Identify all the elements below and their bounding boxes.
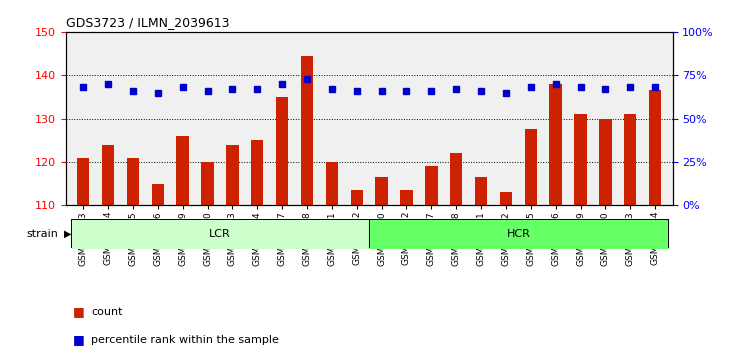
Text: GDS3723 / ILMN_2039613: GDS3723 / ILMN_2039613: [66, 16, 230, 29]
Bar: [176, 136, 189, 205]
Text: ■: ■: [73, 333, 85, 346]
Text: LCR: LCR: [209, 229, 231, 239]
Text: count: count: [91, 307, 123, 316]
Bar: [500, 192, 512, 205]
Bar: [450, 153, 463, 205]
Bar: [550, 84, 562, 205]
Bar: [649, 90, 662, 205]
Bar: [425, 166, 438, 205]
Bar: [126, 158, 139, 205]
Bar: [475, 177, 488, 205]
Bar: [376, 177, 388, 205]
Bar: [350, 190, 363, 205]
Bar: [401, 190, 413, 205]
Text: ■: ■: [73, 305, 85, 318]
Bar: [300, 56, 313, 205]
Bar: [624, 114, 637, 205]
Bar: [251, 140, 263, 205]
Bar: [226, 144, 238, 205]
Bar: [575, 114, 587, 205]
Bar: [599, 119, 612, 205]
Bar: [276, 97, 288, 205]
Text: percentile rank within the sample: percentile rank within the sample: [91, 335, 279, 345]
Text: strain: strain: [26, 229, 58, 239]
Bar: [525, 130, 537, 205]
Bar: [151, 184, 164, 205]
Bar: [77, 158, 89, 205]
Bar: [102, 144, 114, 205]
Bar: [325, 162, 338, 205]
Text: HCR: HCR: [507, 229, 530, 239]
Bar: [201, 162, 213, 205]
Text: ▶: ▶: [64, 229, 72, 239]
